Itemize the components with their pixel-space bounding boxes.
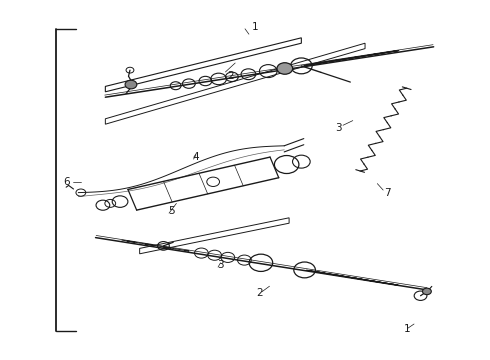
Text: 4: 4 (193, 152, 199, 162)
Text: 3: 3 (335, 123, 342, 133)
Text: 6: 6 (63, 177, 70, 187)
Circle shape (422, 288, 431, 294)
Text: 2: 2 (256, 288, 263, 298)
Text: 2: 2 (227, 71, 234, 81)
Text: 1: 1 (403, 324, 410, 334)
Circle shape (277, 63, 293, 74)
Circle shape (125, 80, 137, 89)
Text: 5: 5 (168, 206, 175, 216)
Text: 7: 7 (384, 188, 391, 198)
Text: 3: 3 (217, 260, 224, 270)
Text: 1: 1 (251, 22, 258, 32)
